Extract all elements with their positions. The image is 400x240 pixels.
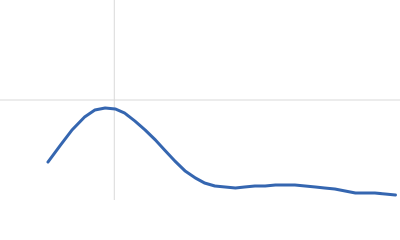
data-line [46, 106, 397, 197]
chart [0, 0, 400, 200]
page: {"chart_data": {"type": "line", "x": [0.… [0, 0, 400, 200]
